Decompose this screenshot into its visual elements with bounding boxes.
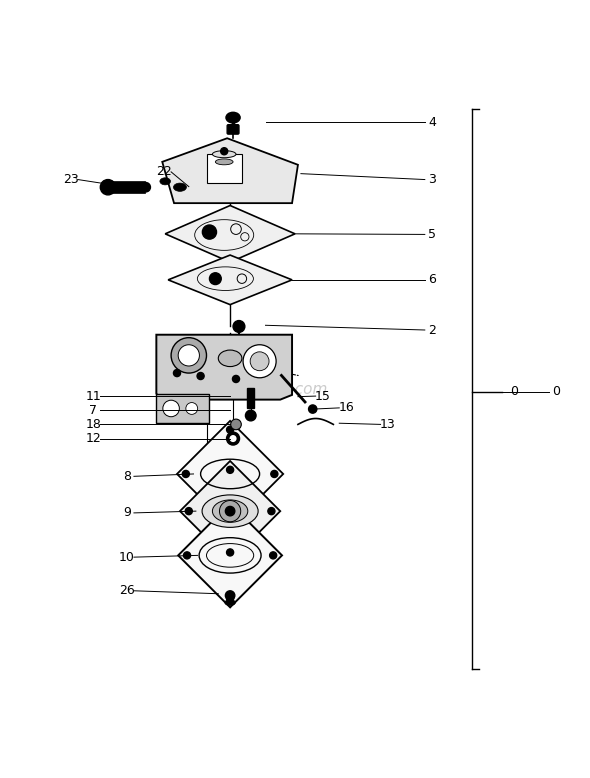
Circle shape — [270, 552, 277, 559]
Bar — [206, 154, 242, 183]
Text: 26: 26 — [119, 584, 135, 598]
Circle shape — [227, 432, 240, 445]
Circle shape — [100, 180, 116, 195]
Polygon shape — [180, 461, 280, 561]
Circle shape — [197, 373, 204, 380]
Circle shape — [231, 419, 241, 429]
Text: 3: 3 — [428, 173, 436, 186]
Ellipse shape — [212, 151, 236, 158]
Text: 13: 13 — [380, 418, 395, 431]
Polygon shape — [168, 255, 292, 305]
Text: 4: 4 — [428, 116, 436, 129]
Ellipse shape — [218, 350, 242, 366]
Text: 16: 16 — [339, 401, 354, 415]
Ellipse shape — [212, 500, 248, 522]
Circle shape — [232, 376, 240, 383]
Circle shape — [227, 426, 234, 433]
Text: 8: 8 — [123, 470, 131, 483]
Polygon shape — [165, 205, 295, 262]
Circle shape — [250, 352, 269, 370]
Text: 12: 12 — [86, 432, 101, 445]
Text: 7: 7 — [89, 404, 97, 417]
Circle shape — [233, 321, 245, 332]
Circle shape — [209, 273, 221, 285]
Circle shape — [178, 345, 199, 366]
Circle shape — [171, 338, 206, 373]
Text: 6: 6 — [428, 273, 436, 286]
Circle shape — [309, 405, 317, 413]
Circle shape — [227, 549, 234, 556]
Polygon shape — [156, 335, 292, 400]
Ellipse shape — [173, 183, 186, 191]
Circle shape — [202, 225, 217, 239]
Circle shape — [183, 552, 191, 559]
Text: 22: 22 — [156, 166, 172, 178]
Ellipse shape — [160, 178, 171, 185]
Polygon shape — [162, 138, 298, 203]
FancyBboxPatch shape — [227, 124, 239, 134]
Polygon shape — [156, 394, 209, 423]
Text: eRe           Parts.com: eRe Parts.com — [168, 381, 327, 397]
Circle shape — [225, 591, 235, 600]
Text: 15: 15 — [315, 390, 330, 402]
Text: 0: 0 — [510, 385, 519, 398]
Circle shape — [173, 370, 181, 377]
Circle shape — [230, 435, 237, 442]
Ellipse shape — [215, 159, 233, 165]
Circle shape — [186, 402, 198, 415]
Circle shape — [221, 148, 228, 155]
Circle shape — [219, 500, 241, 522]
Ellipse shape — [226, 112, 240, 123]
Circle shape — [227, 515, 234, 522]
Text: 9: 9 — [123, 506, 131, 520]
Polygon shape — [178, 503, 282, 608]
Text: 2: 2 — [428, 324, 436, 337]
Circle shape — [227, 509, 234, 516]
Ellipse shape — [225, 600, 235, 605]
Circle shape — [225, 506, 235, 516]
Circle shape — [227, 595, 234, 602]
Ellipse shape — [202, 495, 258, 527]
Circle shape — [163, 400, 179, 417]
Text: 0: 0 — [552, 385, 560, 398]
Bar — [247, 387, 254, 408]
Circle shape — [185, 507, 192, 515]
Circle shape — [227, 466, 234, 473]
Circle shape — [182, 471, 189, 478]
Polygon shape — [177, 421, 283, 527]
Text: 10: 10 — [119, 551, 135, 563]
Circle shape — [268, 507, 275, 515]
Text: 18: 18 — [86, 418, 101, 431]
Text: 11: 11 — [86, 390, 101, 402]
Circle shape — [271, 471, 278, 478]
Circle shape — [141, 183, 150, 192]
Text: 5: 5 — [428, 228, 436, 241]
Circle shape — [245, 410, 256, 421]
Bar — [109, 181, 145, 193]
Text: 23: 23 — [63, 173, 78, 186]
Circle shape — [243, 345, 276, 378]
